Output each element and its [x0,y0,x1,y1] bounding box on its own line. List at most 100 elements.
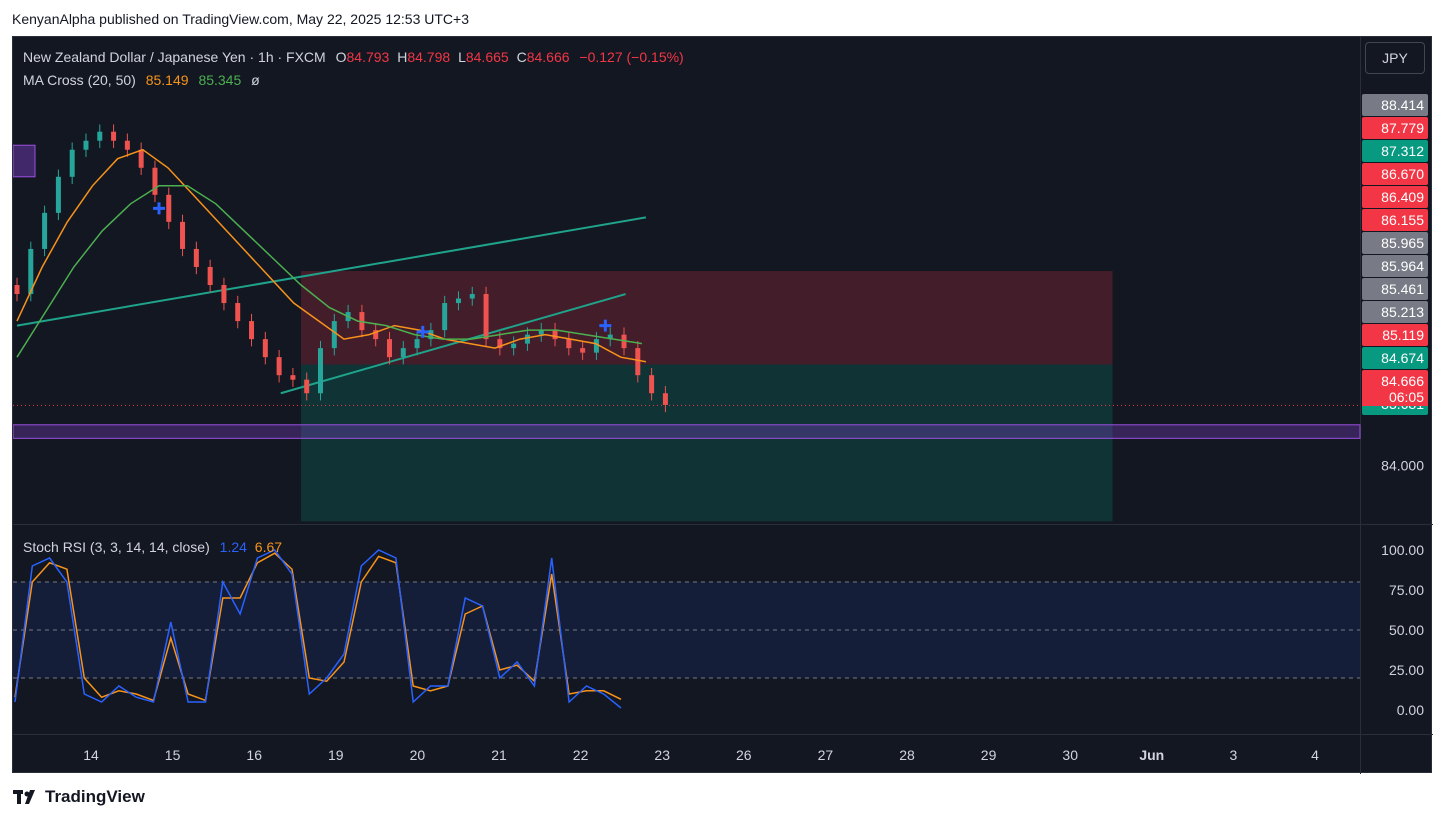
support-band [13,424,1361,439]
high-value: 84.798 [407,49,451,65]
published-caption: KenyanAlpha published on TradingView.com… [12,11,469,27]
close-label: C [516,49,527,65]
candle-body [497,339,503,349]
price-chart[interactable]: 88.00084.00088.41487.77987.31286.67086.4… [13,37,1433,774]
candle-body [235,303,241,322]
candle-body [538,330,544,335]
candle-body [28,248,34,295]
candle-body [455,298,461,304]
ma50-value: 85.345 [198,72,242,88]
candle-body [635,348,641,376]
candle-body [14,285,20,295]
high-label: H [397,49,408,65]
price-tag [1362,140,1428,162]
price-tag-label: 84.674 [1381,350,1424,366]
chart-frame[interactable]: 88.00084.00088.41487.77987.31286.67086.4… [12,36,1433,774]
time-axis-label: 26 [736,747,752,763]
symbol-title[interactable]: New Zealand Dollar / Japanese Yen · 1h ·… [23,49,326,65]
time-axis-label: 19 [328,747,344,763]
time-axis-label: 14 [83,747,99,763]
price-tag [1362,324,1428,346]
rsi-d-line [14,552,622,702]
candle-body [166,194,172,222]
candle-body [97,131,103,141]
candle-body [55,176,61,213]
price-tag [1362,209,1428,231]
candle-body [593,339,599,353]
price-tag [1362,163,1428,185]
candle-body [566,339,572,349]
trendline-1 [16,216,647,327]
currency-button[interactable]: JPY [1365,42,1425,74]
price-tag-label: 87.312 [1381,143,1424,159]
time-axis-label: 22 [573,747,589,763]
time-axis-label: 3 [1230,747,1238,763]
rsi-k-line [14,549,622,709]
time-axis-label: 30 [1062,747,1078,763]
time-axis-label: 4 [1311,747,1319,763]
rsi-axis-tick: 0.00 [1397,702,1424,718]
price-tag-label: 85.119 [1382,327,1424,343]
candle-body [552,330,558,340]
candle-body [649,375,655,394]
candle-body [483,294,489,340]
stoch-rsi-label: Stoch RSI (3, 3, 14, 14, close) [23,539,210,555]
candle-body [111,131,117,141]
countdown-tag [1362,388,1428,406]
candle-body [124,140,130,150]
candle-body [276,357,282,376]
price-tag-label: 87.779 [1381,120,1424,136]
open-label: O [335,49,347,65]
time-axis-label: 23 [654,747,670,763]
candle-body [580,348,586,353]
price-tag-label: 86.670 [1381,166,1424,182]
low-label: L [458,49,466,65]
candle-body [221,285,227,304]
price-tag [1362,232,1428,254]
ma-cross-marker [599,319,612,332]
ma-legend[interactable]: MA Cross (20, 50) 85.149 85.345 ø [23,72,260,88]
candle-body [442,303,448,331]
time-axis-label: 20 [410,747,426,763]
time-axis-label: 28 [899,747,915,763]
resistance-box [13,144,36,178]
change-value: −0.127 (−0.15%) [579,49,684,65]
price-tag-label: 86.409 [1381,189,1424,205]
candle-body [304,379,310,394]
tradingview-wordmark: TradingView [45,787,145,806]
candle-body [318,348,324,394]
price-tag [1362,117,1428,139]
price-tag [1362,94,1428,116]
time-axis-label: 21 [491,747,507,763]
candle-body [180,221,186,249]
candle-body [83,140,89,150]
price-tag [1362,186,1428,208]
stoch-rsi-legend[interactable]: Stoch RSI (3, 3, 14, 14, close) 1.24 6.6… [23,539,282,555]
candle-body [331,321,337,349]
ma50-line [16,185,643,358]
tradingview-logo[interactable]: TradingView [13,787,145,807]
symbol-legend: New Zealand Dollar / Japanese Yen · 1h ·… [23,49,684,65]
candle-body [207,266,213,286]
price-tag [1362,255,1428,277]
price-tag-label: 86.155 [1381,212,1424,228]
candle-body [69,149,75,177]
candle-body [373,330,379,340]
candle-body [607,334,613,340]
price-tag [1362,301,1428,323]
candle-body [152,167,158,195]
rsi-k-value: 1.24 [219,539,247,555]
candle-body [42,212,48,249]
candle-body [386,339,392,358]
price-tag [1362,347,1428,369]
tradingview-icon [13,790,35,804]
price-tag-label: 88.414 [1381,97,1424,113]
candle-body [249,321,255,340]
price-tag-label: 84.666 [1381,373,1424,389]
candle-body [662,393,668,405]
ma-label: MA Cross (20, 50) [23,72,136,88]
candle-body [469,294,475,299]
rsi-axis-tick: 25.00 [1389,662,1424,678]
open-value: 84.793 [346,49,390,65]
rsi-axis-tick: 100.00 [1381,542,1424,558]
